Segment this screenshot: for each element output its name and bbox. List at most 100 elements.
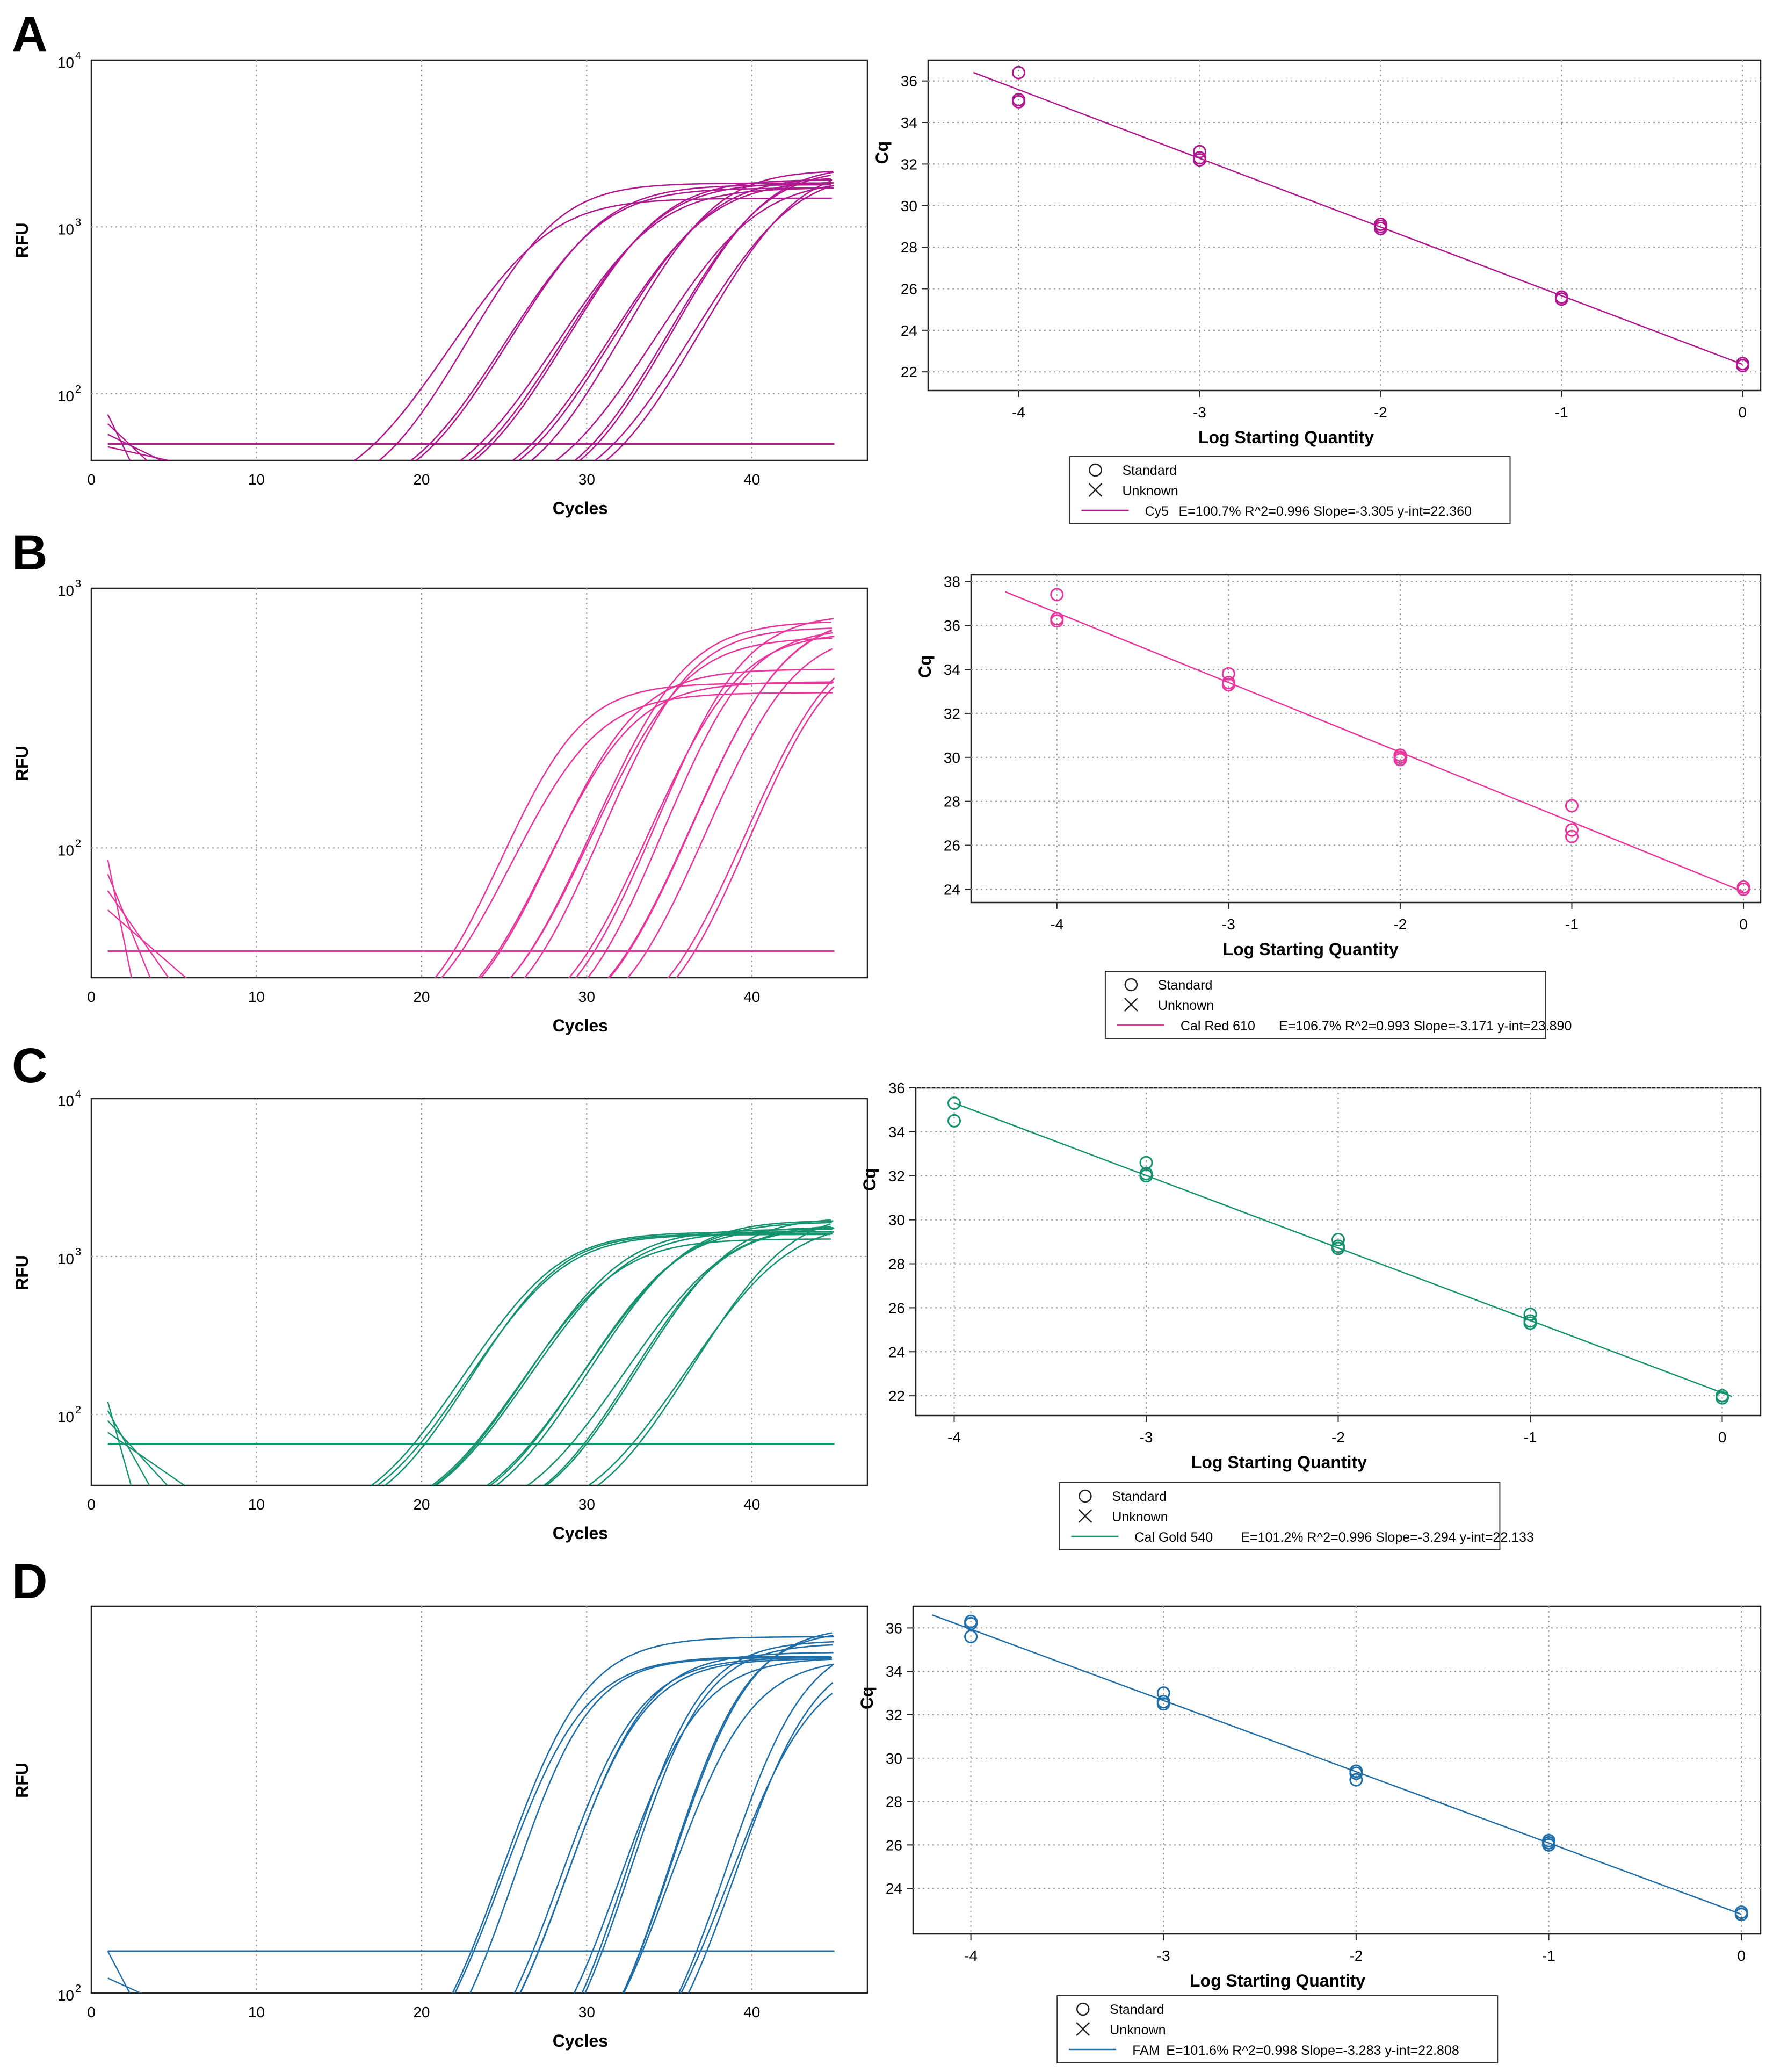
y-tick-label: 28: [901, 239, 917, 256]
y-tick-label: 28: [886, 1794, 902, 1810]
x-tick-label: -1: [1524, 1429, 1537, 1446]
legend-frame: [1059, 1482, 1501, 1550]
baseline-noise-trace: [107, 1977, 142, 1993]
x-tick-label: -4: [1050, 916, 1063, 933]
x-tick-label: 0: [1718, 1429, 1727, 1446]
y-tick-label: 38: [944, 573, 960, 590]
amplification-curve: [574, 174, 831, 460]
y-tick-exponent: 3: [75, 1246, 81, 1258]
amplification-curve: [597, 1223, 831, 1485]
y-tick-label: 32: [901, 156, 917, 172]
amplification-curve: [378, 182, 833, 460]
fit-line: [1005, 591, 1744, 893]
y-tick-label: 22: [901, 364, 917, 380]
standard-point: [1139, 1156, 1153, 1169]
plot-frame: [90, 1098, 868, 1486]
x-tick-label: 0: [1737, 1947, 1746, 1964]
y-tick-label: 10: [57, 221, 74, 237]
y-axis-title: RFU: [12, 1255, 32, 1290]
x-tick-label: 10: [248, 988, 265, 1005]
y-tick-label: 36: [888, 1080, 905, 1096]
amplification-curve: [675, 686, 835, 978]
x-tick-label: 10: [248, 471, 265, 488]
amplification-curve: [573, 1658, 833, 1993]
x-tick-label: 20: [413, 1496, 430, 1513]
y-tick-exponent: 3: [75, 578, 81, 590]
legend-fit-stats: E=101.6% R^2=0.998 Slope=-3.283 y-int=22…: [1166, 2043, 1459, 2058]
x-tick-label: 20: [413, 988, 430, 1005]
x-tick-label: -2: [1349, 1947, 1363, 1964]
x-axis-title: Log Starting Quantity: [1223, 940, 1399, 959]
standard-point: [1716, 1391, 1729, 1405]
standard-point: [947, 1114, 961, 1128]
amplification-curve: [440, 692, 833, 978]
x-axis-title: Log Starting Quantity: [1191, 1453, 1367, 1472]
x-tick-label: 0: [1739, 916, 1748, 933]
y-axis-title: Cq: [915, 655, 935, 678]
legend-fit-label: Cal Red 610: [1181, 1019, 1255, 1034]
x-tick-label: -1: [1555, 404, 1568, 421]
plot-area: [107, 1632, 835, 1993]
standard-point: [1156, 1697, 1170, 1711]
y-tick-label: 34: [901, 114, 917, 131]
amplification-curve: [678, 1665, 833, 1993]
y-tick-label: 10: [57, 54, 74, 71]
standard-point: [1156, 1686, 1170, 1700]
x-tick-label: -2: [1331, 1429, 1345, 1446]
legend-unknown-label: Unknown: [1112, 1510, 1168, 1525]
legend-fit-stats: E=101.2% R^2=0.996 Slope=-3.294 y-int=22…: [1241, 1530, 1533, 1545]
unknown-marker-icon: [1124, 998, 1138, 1012]
legend-unknown-label: Unknown: [1158, 998, 1214, 1013]
x-tick-label: -4: [1012, 404, 1025, 421]
standard-point: [1735, 359, 1749, 373]
baseline-noise-trace: [107, 890, 170, 978]
standard-point: [1192, 145, 1206, 158]
x-tick-label: -4: [964, 1947, 978, 1964]
x-tick-label: -4: [947, 1429, 961, 1446]
legend-fit-label: FAM: [1132, 2043, 1160, 2058]
legend: Standard Unknown Cal Gold 540 E=101.2% R^2=…: [1059, 1482, 1534, 1550]
unknown-marker-icon: [1078, 1509, 1092, 1523]
y-tick-label: 22: [888, 1388, 905, 1404]
y-tick-label: 36: [886, 1620, 902, 1636]
y-tick-label: 26: [944, 838, 960, 854]
standard-point: [1393, 753, 1407, 767]
y-tick-label: 10: [57, 1093, 74, 1109]
x-tick-label: 30: [578, 988, 595, 1005]
y-tick-label: 26: [888, 1299, 905, 1316]
amplification-curve: [581, 1641, 834, 1993]
unknown-marker-icon: [1076, 2022, 1090, 2036]
standard-marker-icon: [1079, 1489, 1092, 1503]
legend: Standard Unknown Cy5 E=100.7% R^2=0.996 Slo…: [1069, 456, 1511, 524]
y-tick-label: 10: [57, 388, 74, 405]
y-tick-label: 10: [57, 842, 74, 858]
y-tick-label: 36: [901, 73, 917, 90]
y-axis-title: Cq: [857, 1686, 877, 1709]
x-axis-title: Cycles: [553, 1016, 608, 1035]
amplification-curve: [530, 171, 834, 460]
y-tick-exponent: 2: [75, 1983, 81, 1995]
plot-frame: [970, 574, 1762, 904]
amplification-curve: [667, 677, 835, 978]
y-tick-label: 10: [57, 1409, 74, 1425]
x-tick-label: -1: [1565, 916, 1579, 933]
amplification-curve: [584, 1644, 833, 1993]
amplification-curve: [451, 1636, 834, 1993]
amplification-curve: [687, 1681, 834, 1993]
x-tick-label: -2: [1374, 404, 1387, 421]
legend-standard-label: Standard: [1110, 2002, 1164, 2017]
standard-point: [1565, 829, 1579, 843]
y-tick-exponent: 2: [75, 838, 81, 849]
y-tick-label: 30: [888, 1212, 905, 1229]
standard-point: [1221, 667, 1235, 681]
x-tick-label: 30: [578, 1496, 595, 1513]
amplification-curve: [353, 197, 832, 460]
legend-frame: [1069, 456, 1511, 524]
y-tick-exponent: 3: [75, 216, 81, 228]
amplification-curve: [587, 1232, 832, 1485]
x-axis-title: Log Starting Quantity: [1190, 1971, 1365, 1990]
legend-fit-stats: E=106.7% R^2=0.993 Slope=-3.171 y-int=23…: [1279, 1019, 1572, 1034]
panel-letter-c: C: [12, 1038, 47, 1093]
standard-point: [1523, 1308, 1537, 1322]
y-tick-label: 34: [886, 1663, 902, 1680]
